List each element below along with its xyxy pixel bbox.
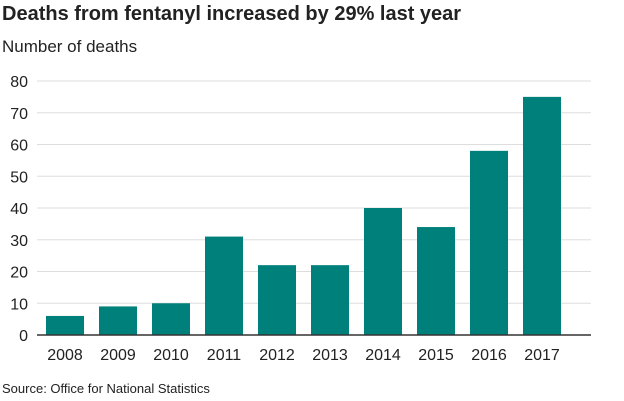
x-tick-label: 2015 [418, 347, 454, 364]
chart-title: Deaths from fentanyl increased by 29% la… [2, 3, 462, 25]
y-tick-label: 30 [10, 233, 28, 250]
source-note: Source: Office for National Statistics [2, 381, 210, 396]
bar-2010 [152, 303, 190, 335]
bar-2014 [364, 208, 402, 335]
bar-2013 [311, 265, 349, 335]
y-axis-ticks: 0 10 20 30 40 50 60 70 80 [10, 74, 28, 345]
y-tick-label: 70 [10, 106, 28, 123]
x-tick-label: 2010 [153, 347, 189, 364]
bar-2012 [258, 265, 296, 335]
x-tick-label: 2009 [100, 347, 136, 364]
bar-2017 [523, 96, 561, 335]
bar-2011 [205, 236, 243, 335]
bar-2015 [417, 227, 455, 335]
x-tick-label: 2013 [312, 347, 348, 364]
x-tick-label: 2011 [207, 347, 242, 364]
x-tick-label: 2012 [259, 347, 295, 364]
bar-2009 [99, 306, 137, 335]
y-tick-label: 0 [19, 328, 28, 345]
y-tick-label: 40 [10, 201, 28, 218]
x-tick-label: 2017 [524, 347, 560, 364]
y-tick-label: 50 [10, 169, 28, 186]
y-tick-label: 20 [10, 265, 28, 282]
chart-subtitle: Number of deaths [2, 37, 138, 56]
x-axis-ticks: 2008 2009 2010 2011 2012 2013 2014 2015 2016 2017 [47, 347, 560, 364]
bar-2008 [46, 315, 84, 335]
x-tick-label: 2016 [471, 347, 507, 364]
x-tick-label: 2008 [47, 347, 83, 364]
x-tick-label: 2014 [365, 347, 401, 364]
bar-2016 [470, 150, 508, 335]
y-tick-label: 60 [10, 138, 28, 155]
y-tick-label: 80 [10, 74, 28, 91]
y-tick-label: 10 [10, 296, 28, 313]
bars [46, 96, 561, 335]
